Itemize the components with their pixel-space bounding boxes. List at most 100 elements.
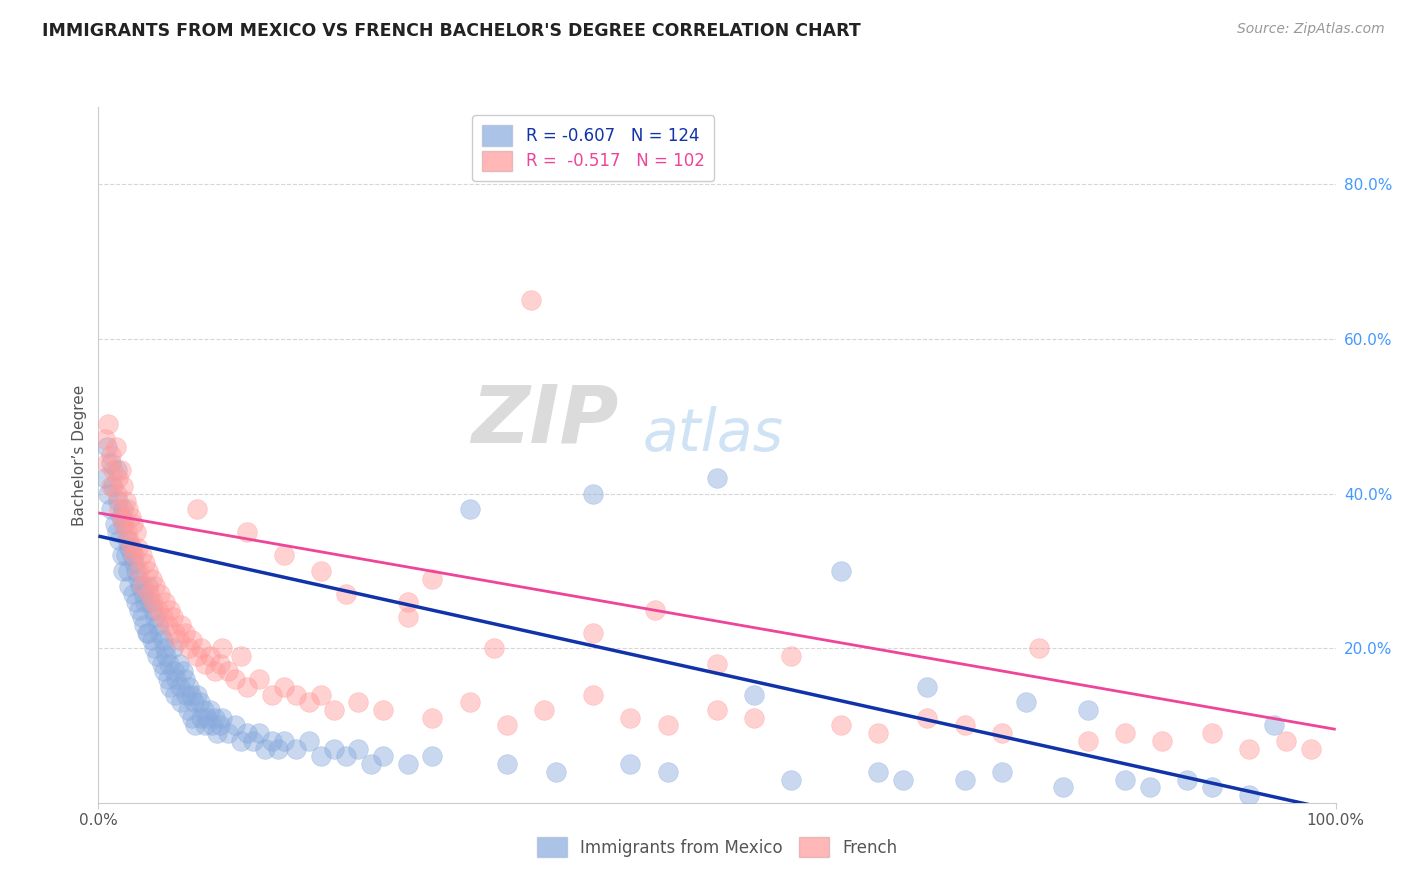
Point [177, 641, 200, 656]
Point [780, 772, 803, 787]
Point [115, 533, 138, 547]
Point [866, 726, 889, 740]
Point [1275, 734, 1298, 748]
Point [396, 610, 419, 624]
Point [124, 564, 146, 578]
Point [100, 456, 122, 470]
Point [143, 610, 166, 624]
Y-axis label: Bachelor’s Degree: Bachelor’s Degree [72, 384, 87, 525]
Point [208, 657, 231, 671]
Point [201, 718, 224, 732]
Point [134, 556, 156, 570]
Point [142, 595, 165, 609]
Point [105, 463, 128, 477]
Point [1237, 788, 1260, 802]
Point [236, 525, 259, 540]
Point [112, 517, 135, 532]
Point [208, 718, 231, 732]
Point [990, 726, 1012, 740]
Point [180, 688, 202, 702]
Point [159, 602, 181, 616]
Point [830, 718, 852, 732]
Point [335, 749, 357, 764]
Point [176, 703, 198, 717]
Point [93, 433, 115, 447]
Point [458, 695, 481, 709]
Point [103, 463, 125, 477]
Point [117, 564, 139, 578]
Point [866, 764, 889, 779]
Point [162, 610, 184, 624]
Point [195, 711, 218, 725]
Point [134, 618, 156, 632]
Point [706, 471, 728, 485]
Point [129, 579, 152, 593]
Point [139, 595, 162, 609]
Point [267, 741, 290, 756]
Point [145, 648, 167, 663]
Point [1237, 741, 1260, 756]
Point [122, 587, 145, 601]
Point [706, 703, 728, 717]
Point [117, 502, 139, 516]
Point [142, 602, 165, 616]
Point [204, 665, 226, 679]
Point [163, 665, 186, 679]
Point [229, 648, 252, 663]
Point [132, 579, 155, 593]
Point [156, 618, 179, 632]
Point [141, 572, 163, 586]
Point [260, 688, 283, 702]
Point [124, 549, 146, 563]
Point [186, 502, 208, 516]
Point [953, 718, 976, 732]
Point [155, 595, 177, 609]
Point [103, 517, 125, 532]
Point [150, 657, 173, 671]
Point [127, 572, 149, 586]
Point [141, 633, 163, 648]
Point [143, 641, 166, 656]
Point [1201, 726, 1223, 740]
Point [582, 625, 605, 640]
Point [152, 610, 174, 624]
Point [204, 711, 226, 725]
Point [619, 711, 641, 725]
Point [1175, 772, 1198, 787]
Point [495, 718, 517, 732]
Point [309, 749, 332, 764]
Point [422, 711, 444, 725]
Point [546, 764, 568, 779]
Point [167, 657, 190, 671]
Point [155, 648, 177, 663]
Point [194, 657, 217, 671]
Point [134, 595, 156, 609]
Point [657, 718, 679, 732]
Point [183, 695, 205, 709]
Point [138, 587, 160, 601]
Point [169, 680, 191, 694]
Point [247, 726, 270, 740]
Point [97, 417, 120, 431]
Point [174, 625, 197, 640]
Point [1052, 780, 1074, 795]
Text: atlas: atlas [643, 406, 783, 463]
Point [108, 533, 131, 547]
Point [110, 509, 132, 524]
Point [298, 695, 321, 709]
Point [128, 564, 150, 578]
Point [96, 440, 118, 454]
Point [165, 625, 187, 640]
Point [121, 541, 143, 555]
Point [152, 633, 174, 648]
Point [174, 688, 197, 702]
Point [309, 564, 332, 578]
Point [156, 672, 179, 686]
Point [1152, 734, 1174, 748]
Point [520, 293, 543, 308]
Point [96, 456, 118, 470]
Point [108, 502, 131, 516]
Text: ZIP: ZIP [471, 381, 619, 459]
Point [1201, 780, 1223, 795]
Point [100, 479, 122, 493]
